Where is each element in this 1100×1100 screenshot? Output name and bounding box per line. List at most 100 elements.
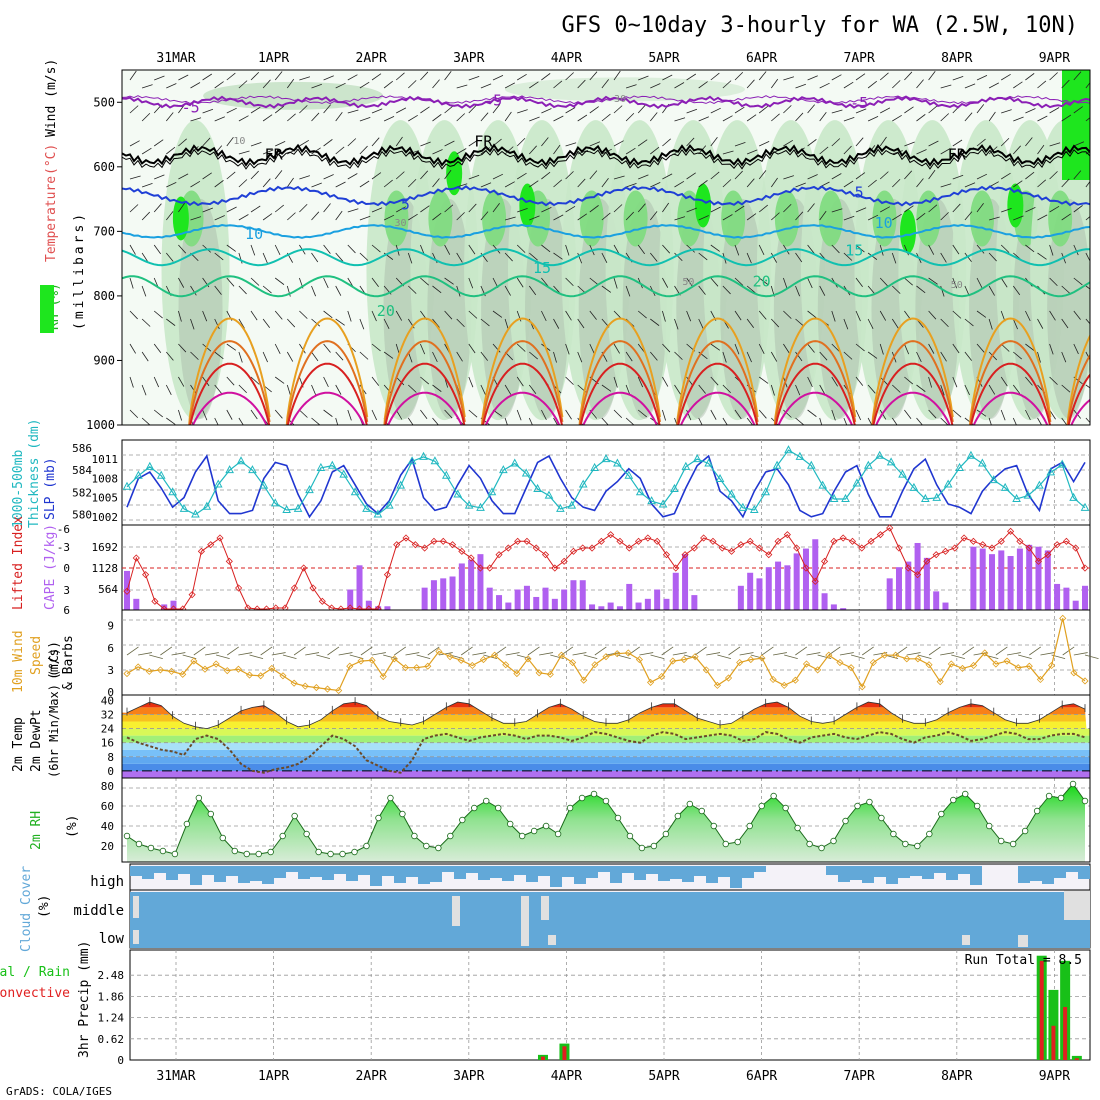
wind10m-barb: [605, 652, 620, 656]
wind-barb: [819, 146, 829, 155]
wind-barb: [710, 376, 719, 386]
thickness-point: [932, 492, 942, 501]
wind-barb: [238, 285, 247, 295]
wind-barb: [698, 180, 708, 188]
contour-label: 30: [394, 218, 406, 229]
cloud-high-bar: [898, 866, 910, 878]
wind-barb: [190, 216, 202, 221]
wind-barb: [516, 137, 526, 147]
cloud-high-bar: [598, 866, 610, 872]
wind-barb: [638, 75, 649, 81]
wind-barb: [843, 145, 852, 155]
wind10m-point: [524, 655, 532, 663]
wind-barb: [928, 70, 936, 81]
li-point: [979, 541, 987, 549]
wind10m-barb: [739, 652, 754, 656]
li-point: [616, 537, 624, 545]
wind-barb: [504, 417, 508, 425]
top-date-3APR: 3APR: [453, 51, 484, 66]
rh-point: [363, 842, 370, 850]
wind-barb: [323, 310, 333, 319]
wind10m-point: [802, 660, 811, 668]
rh-plume: [703, 120, 772, 421]
precip-convective-bar: [562, 1046, 567, 1060]
rh-plume-core: [178, 198, 223, 419]
wind10m-barb: [1006, 652, 1021, 656]
thickness-point: [327, 460, 337, 469]
wind-barb: [1012, 384, 1021, 395]
wind10m-barb: [539, 652, 554, 656]
wind-barb: [807, 343, 815, 353]
cloud-gap: [1064, 890, 1090, 920]
wind-barb: [444, 169, 452, 180]
wind10m-barb: [238, 652, 253, 656]
wind-barb: [1000, 244, 1010, 253]
wind-barb: [347, 138, 357, 147]
cloud-unit-group: (%): [37, 895, 52, 918]
li-point: [997, 537, 1005, 545]
wind-barb: [625, 285, 631, 297]
wind10m-barb: [160, 646, 173, 656]
rh-point: [231, 847, 238, 855]
wind-barb: [129, 105, 139, 114]
wind-barb: [1013, 180, 1023, 188]
wind-barb: [855, 108, 867, 114]
wind10m-barb: [940, 652, 955, 656]
rh-point: [854, 802, 861, 810]
wind-barb: [879, 310, 887, 321]
wind-barb: [577, 178, 586, 188]
rh-point: [255, 850, 262, 858]
thickness-point: [499, 465, 508, 474]
cape-bar: [886, 578, 893, 610]
wind-barb: [1013, 351, 1022, 360]
boundary-layer-contour: [871, 340, 954, 425]
wind-barb: [1085, 82, 1090, 89]
temp-label: 2m Temp: [11, 717, 26, 772]
li-point: [625, 544, 633, 552]
wind-barb: [444, 140, 455, 147]
wind-barb: [129, 343, 137, 354]
rh-point: [423, 842, 430, 850]
wind-barb: [565, 171, 574, 180]
wind-barb: [795, 384, 801, 396]
wind-barb: [250, 106, 261, 114]
wind-barb: [589, 310, 597, 320]
wind-barb: [783, 310, 792, 319]
wind-barb: [250, 277, 260, 286]
precip-axis-label: 3hr Precip (mm): [77, 941, 92, 1058]
boundary-layer-contour: [383, 317, 466, 425]
cloud-high-bar: [250, 866, 262, 881]
wind-barb: [686, 244, 696, 253]
wind-barb: [770, 177, 778, 188]
wind10m-barb: [427, 646, 440, 656]
wind-barb: [262, 213, 273, 221]
wind-barb: [916, 384, 926, 392]
wind-barb: [940, 384, 945, 396]
thickness-point: [350, 487, 360, 496]
wind10m-point: [190, 657, 198, 665]
li-point: [914, 571, 922, 579]
wind-barb: [214, 417, 219, 425]
li-point: [718, 544, 726, 552]
cape-bar: [933, 591, 940, 610]
wind10m-point: [1070, 669, 1078, 677]
wind-barb: [843, 351, 853, 360]
wind-barb: [165, 351, 174, 361]
wind-barb: [190, 318, 195, 330]
wind10m-barb: [126, 646, 139, 656]
wind-barb: [613, 277, 618, 289]
wind-barb: [940, 113, 950, 122]
slp-line: [126, 454, 1086, 519]
wind-barb: [275, 140, 286, 147]
wind-barb: [843, 252, 853, 261]
li-point: [644, 534, 652, 542]
thickness-point: [852, 478, 862, 487]
precip-total-bar: [1071, 1055, 1082, 1060]
thickness-point: [772, 460, 782, 469]
li-point: [737, 541, 745, 549]
li-point: [969, 537, 977, 545]
cloud-high-bar: [658, 866, 670, 881]
wind-barb: [407, 252, 413, 264]
wind10m-point: [245, 671, 254, 679]
